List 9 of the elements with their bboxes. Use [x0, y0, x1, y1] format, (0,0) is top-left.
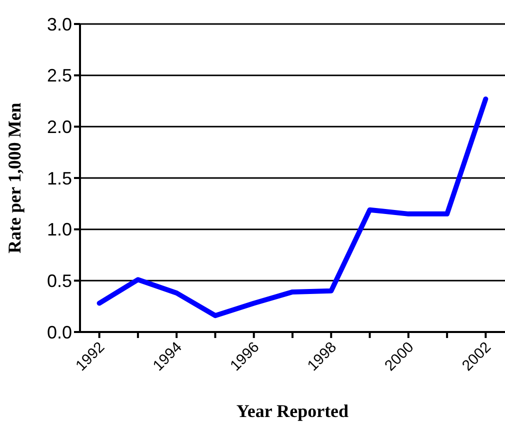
x-axis-title: Year Reported [236, 401, 349, 421]
y-tick-label: 0.5 [46, 271, 72, 292]
y-tick-label: 1.0 [46, 220, 72, 240]
y-tick-label: 2.5 [46, 66, 72, 86]
y-tick-label: 1.5 [46, 168, 72, 188]
y-tick-label: 2.0 [46, 117, 72, 138]
y-tick-label: 0.0 [46, 322, 72, 342]
y-tick-label: 3.0 [46, 14, 72, 34]
y-axis-title: Rate per 1,000 Men [4, 102, 24, 254]
